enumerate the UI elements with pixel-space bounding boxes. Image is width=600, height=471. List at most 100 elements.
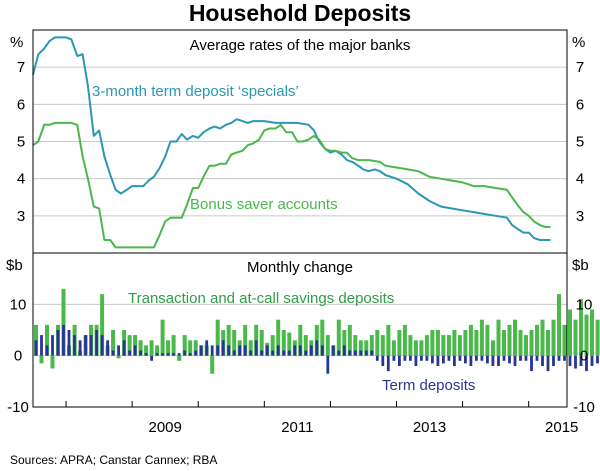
bar-term-deposits <box>78 340 82 356</box>
bar-term-deposits <box>342 345 346 356</box>
bar-transaction-deposits <box>452 330 457 356</box>
bottom-panel-title: Monthly change <box>247 259 353 276</box>
series-line-bonus-saver <box>32 121 551 249</box>
bar-transaction-deposits <box>336 319 341 356</box>
bar-transaction-deposits <box>144 345 149 356</box>
bar-transaction-deposits <box>491 340 495 356</box>
bar-transaction-deposits <box>347 324 352 356</box>
bar-term-deposits <box>221 340 225 356</box>
top-y-tick-left: 5 <box>17 134 25 151</box>
bar-term-deposits <box>227 345 231 356</box>
bar-term-deposits <box>34 340 38 356</box>
bar-term-deposits <box>447 355 451 361</box>
top-panel-y-ticks: 3 3 4 4 5 5 6 6 7 7 <box>17 59 584 225</box>
bar-term-deposits <box>381 355 385 366</box>
bar-term-deposits <box>249 350 253 356</box>
bar-transaction-deposits <box>259 330 264 356</box>
top-y-tick-right: 3 <box>576 208 584 225</box>
top-panel-title: Average rates of the major banks <box>190 37 411 54</box>
bar-term-deposits <box>260 350 264 356</box>
bar-term-deposits <box>458 355 462 361</box>
bar-term-deposits <box>530 355 533 372</box>
bar-term-deposits <box>574 355 577 369</box>
x-tick-label: 2009 <box>148 419 181 436</box>
bar-term-deposits <box>590 355 594 366</box>
top-y-tick-left: 4 <box>17 171 25 188</box>
bar-term-deposits <box>508 355 511 364</box>
bar-transaction-deposits <box>171 335 176 356</box>
bar-transaction-deposits <box>557 294 561 356</box>
bar-term-deposits <box>546 355 550 372</box>
bar-transaction-deposits <box>419 340 424 356</box>
bar-term-deposits <box>271 350 275 356</box>
bar-term-deposits <box>535 355 539 361</box>
bar-transaction-deposits <box>364 340 369 356</box>
bar-transaction-deposits <box>513 319 517 356</box>
bar-transaction-deposits <box>391 340 396 356</box>
bar-term-deposits <box>293 345 297 356</box>
bar-term-deposits <box>375 355 379 361</box>
bar-transaction-deposits <box>424 335 429 356</box>
bar-transaction-deposits <box>579 299 583 356</box>
bar-transaction-deposits <box>502 330 506 356</box>
bar-term-deposits <box>552 355 555 366</box>
bar-transaction-deposits <box>540 319 545 356</box>
bar-term-deposits <box>133 345 137 356</box>
bar-transaction-deposits <box>138 340 143 356</box>
bar-term-deposits <box>486 355 489 364</box>
bar-term-deposits <box>139 350 142 356</box>
bar-term-deposits <box>337 350 341 356</box>
bar-term-deposits <box>117 345 120 356</box>
bar-transaction-deposits <box>353 335 358 356</box>
bar-term-deposits <box>216 345 220 356</box>
bar-transaction-deposits <box>61 288 66 356</box>
bar-term-deposits <box>431 355 434 364</box>
bar-term-deposits <box>84 335 87 356</box>
bar-term-deposits <box>436 355 440 366</box>
bar-term-deposits <box>491 355 495 366</box>
top-panel-rates: Average rates of the major banks % % 3 3 4… <box>10 29 585 254</box>
bar-term-deposits <box>210 345 214 356</box>
bar-transaction-deposits <box>270 335 275 356</box>
bar-term-deposits <box>89 335 93 356</box>
bar-term-deposits <box>95 330 98 356</box>
top-y-tick-right: 6 <box>576 96 584 113</box>
bottom-panel-bars <box>34 288 600 374</box>
series-line-term-deposit-specials <box>32 36 551 241</box>
bar-term-deposits <box>409 355 412 361</box>
bar-transaction-deposits <box>298 324 303 356</box>
bar-transaction-deposits <box>386 324 391 356</box>
bar-term-deposits <box>442 355 445 364</box>
bar-term-deposits <box>315 340 319 356</box>
top-y-tick-left: 6 <box>17 96 25 113</box>
bar-term-deposits <box>166 353 170 356</box>
bar-term-deposits <box>67 330 71 356</box>
bar-transaction-deposits <box>188 340 193 356</box>
bar-term-deposits <box>453 355 456 366</box>
bar-transaction-deposits <box>325 335 330 356</box>
bottom-left-unit: $b <box>6 257 23 274</box>
bar-term-deposits <box>359 350 363 356</box>
bar-transaction-deposits <box>287 332 292 356</box>
bar-term-deposits <box>420 355 423 361</box>
bar-term-deposits <box>205 340 209 356</box>
bar-transaction-deposits <box>375 330 380 356</box>
bar-transaction-deposits <box>133 335 138 356</box>
bottom-y-tick-right: 0 <box>580 348 588 365</box>
bar-transaction-deposits <box>342 330 347 356</box>
bar-term-deposits <box>497 355 500 366</box>
bar-term-deposits <box>122 340 126 356</box>
bar-transaction-deposits <box>551 319 556 356</box>
bar-term-deposits <box>161 353 164 356</box>
bar-term-deposits <box>568 355 572 366</box>
bar-term-deposits <box>541 355 544 366</box>
bar-transaction-deposits <box>177 355 182 361</box>
bottom-panel-monthly-change: Monthly change $b $b -10 -10 0 0 10 10 Transa… <box>6 252 600 416</box>
bar-term-deposits <box>304 350 308 356</box>
bar-term-deposits <box>183 350 187 356</box>
bar-term-deposits <box>320 345 324 356</box>
bar-term-deposits <box>45 345 49 356</box>
bar-term-deposits <box>469 355 473 366</box>
bar-term-deposits <box>276 345 280 356</box>
